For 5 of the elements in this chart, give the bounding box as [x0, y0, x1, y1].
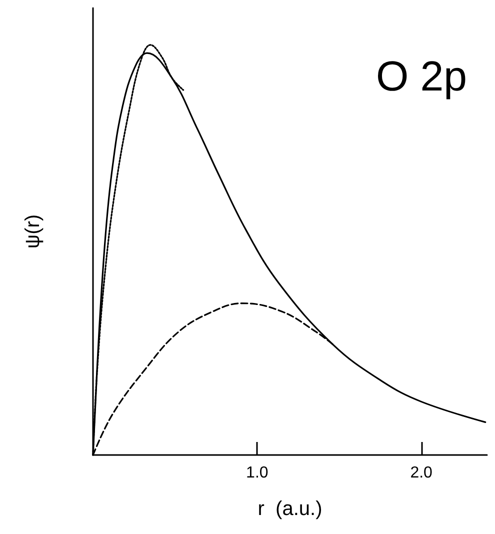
x-tick-label: 2.0 — [410, 464, 433, 482]
y-axis-title: ψ(r) — [22, 214, 44, 249]
x-tick-label: 1.0 — [246, 464, 268, 482]
annotation: O 2p — [376, 52, 468, 100]
x-axis-title: r (a.u.) — [258, 498, 322, 520]
